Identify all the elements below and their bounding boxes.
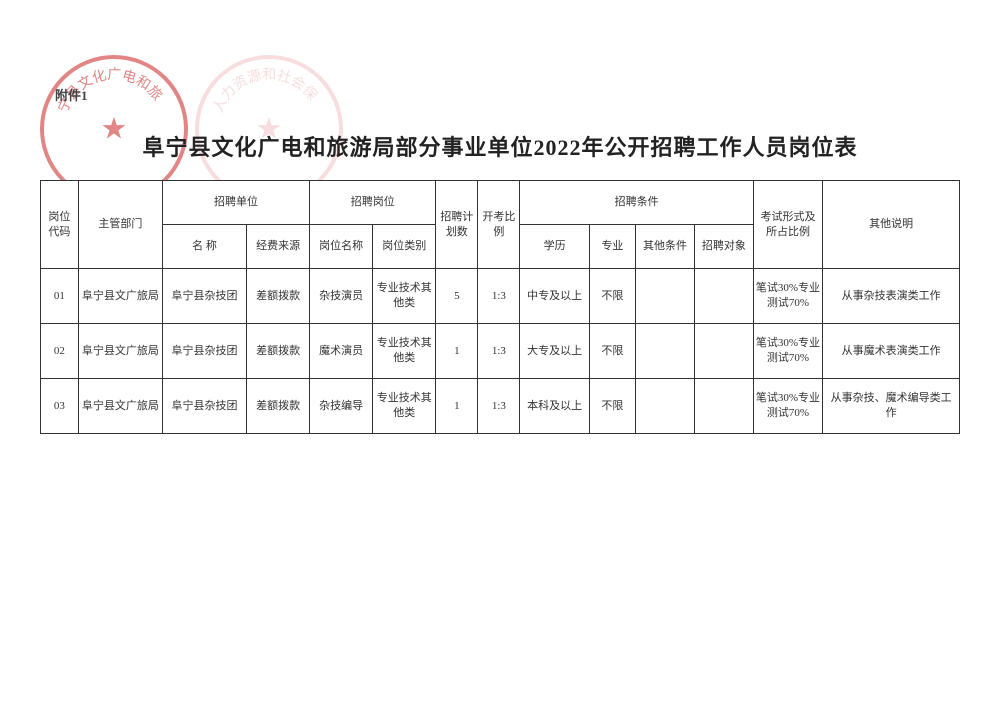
th-post-type: 岗位类别 <box>373 225 436 269</box>
th-post-name: 岗位名称 <box>310 225 373 269</box>
cell-exam: 笔试30%专业测试70% <box>753 269 822 324</box>
cell-ratio: 1:3 <box>478 269 520 324</box>
cell-unit_fund: 差额拨款 <box>247 379 310 434</box>
cell-exam: 笔试30%专业测试70% <box>753 324 822 379</box>
cell-post_type: 专业技术其他类 <box>373 324 436 379</box>
attachment-label: 附件1 <box>55 85 88 104</box>
cell-post_name: 魔术演员 <box>310 324 373 379</box>
cell-code: 02 <box>41 324 79 379</box>
th-dept: 主管部门 <box>78 181 162 269</box>
cell-target <box>694 324 753 379</box>
cell-unit_name: 阜宁县杂技团 <box>162 324 246 379</box>
cell-plan: 1 <box>436 379 478 434</box>
svg-text:人力资源和社会保: 人力资源和社会保 <box>210 67 320 115</box>
cell-code: 03 <box>41 379 79 434</box>
cell-dept: 阜宁县文广旅局 <box>78 324 162 379</box>
recruitment-table: 岗位代码 主管部门 招聘单位 招聘岗位 招聘计划数 开考比例 招聘条件 考试形式… <box>40 180 960 434</box>
cell-code: 01 <box>41 269 79 324</box>
page-title: 阜宁县文化广电和旅游局部分事业单位2022年公开招聘工作人员岗位表 <box>40 130 960 162</box>
cell-post_type: 专业技术其他类 <box>373 269 436 324</box>
table-row: 02阜宁县文广旅局阜宁县杂技团差额拨款魔术演员专业技术其他类11:3大专及以上不… <box>41 324 960 379</box>
th-major: 专业 <box>589 225 635 269</box>
cell-ratio: 1:3 <box>478 379 520 434</box>
cell-post_name: 杂技编导 <box>310 379 373 434</box>
th-exam: 考试形式及所占比例 <box>753 181 822 269</box>
th-edu: 学历 <box>520 225 589 269</box>
cell-edu: 本科及以上 <box>520 379 589 434</box>
th-ratio: 开考比例 <box>478 181 520 269</box>
cell-other_cond <box>636 269 695 324</box>
cell-plan: 5 <box>436 269 478 324</box>
cell-dept: 阜宁县文广旅局 <box>78 269 162 324</box>
cell-other_cond <box>636 324 695 379</box>
cell-remark: 从事魔术表演类工作 <box>823 324 960 379</box>
cell-remark: 从事杂技、魔术编导类工作 <box>823 379 960 434</box>
cell-post_name: 杂技演员 <box>310 269 373 324</box>
th-plan: 招聘计划数 <box>436 181 478 269</box>
th-target: 招聘对象 <box>694 225 753 269</box>
cell-major: 不限 <box>589 269 635 324</box>
cell-target <box>694 379 753 434</box>
cell-ratio: 1:3 <box>478 324 520 379</box>
th-unit-name: 名 称 <box>162 225 246 269</box>
cell-dept: 阜宁县文广旅局 <box>78 379 162 434</box>
cell-unit_name: 阜宁县杂技团 <box>162 379 246 434</box>
cell-unit_fund: 差额拨款 <box>247 324 310 379</box>
th-post-group: 招聘岗位 <box>310 181 436 225</box>
cell-edu: 大专及以上 <box>520 324 589 379</box>
cell-exam: 笔试30%专业测试70% <box>753 379 822 434</box>
cell-plan: 1 <box>436 324 478 379</box>
cell-other_cond <box>636 379 695 434</box>
th-unit-group: 招聘单位 <box>162 181 309 225</box>
cell-target <box>694 269 753 324</box>
cell-post_type: 专业技术其他类 <box>373 379 436 434</box>
table-row: 03阜宁县文广旅局阜宁县杂技团差额拨款杂技编导专业技术其他类11:3本科及以上不… <box>41 379 960 434</box>
cell-major: 不限 <box>589 379 635 434</box>
cell-major: 不限 <box>589 324 635 379</box>
table-row: 01阜宁县文广旅局阜宁县杂技团差额拨款杂技演员专业技术其他类51:3中专及以上不… <box>41 269 960 324</box>
cell-unit_fund: 差额拨款 <box>247 269 310 324</box>
th-other-cond: 其他条件 <box>636 225 695 269</box>
th-cond-group: 招聘条件 <box>520 181 753 225</box>
cell-unit_name: 阜宁县杂技团 <box>162 269 246 324</box>
th-code: 岗位代码 <box>41 181 79 269</box>
th-remark: 其他说明 <box>823 181 960 269</box>
cell-remark: 从事杂技表演类工作 <box>823 269 960 324</box>
cell-edu: 中专及以上 <box>520 269 589 324</box>
stamp-right-text: 人力资源和社会保 <box>210 67 320 115</box>
th-unit-fund: 经费来源 <box>247 225 310 269</box>
